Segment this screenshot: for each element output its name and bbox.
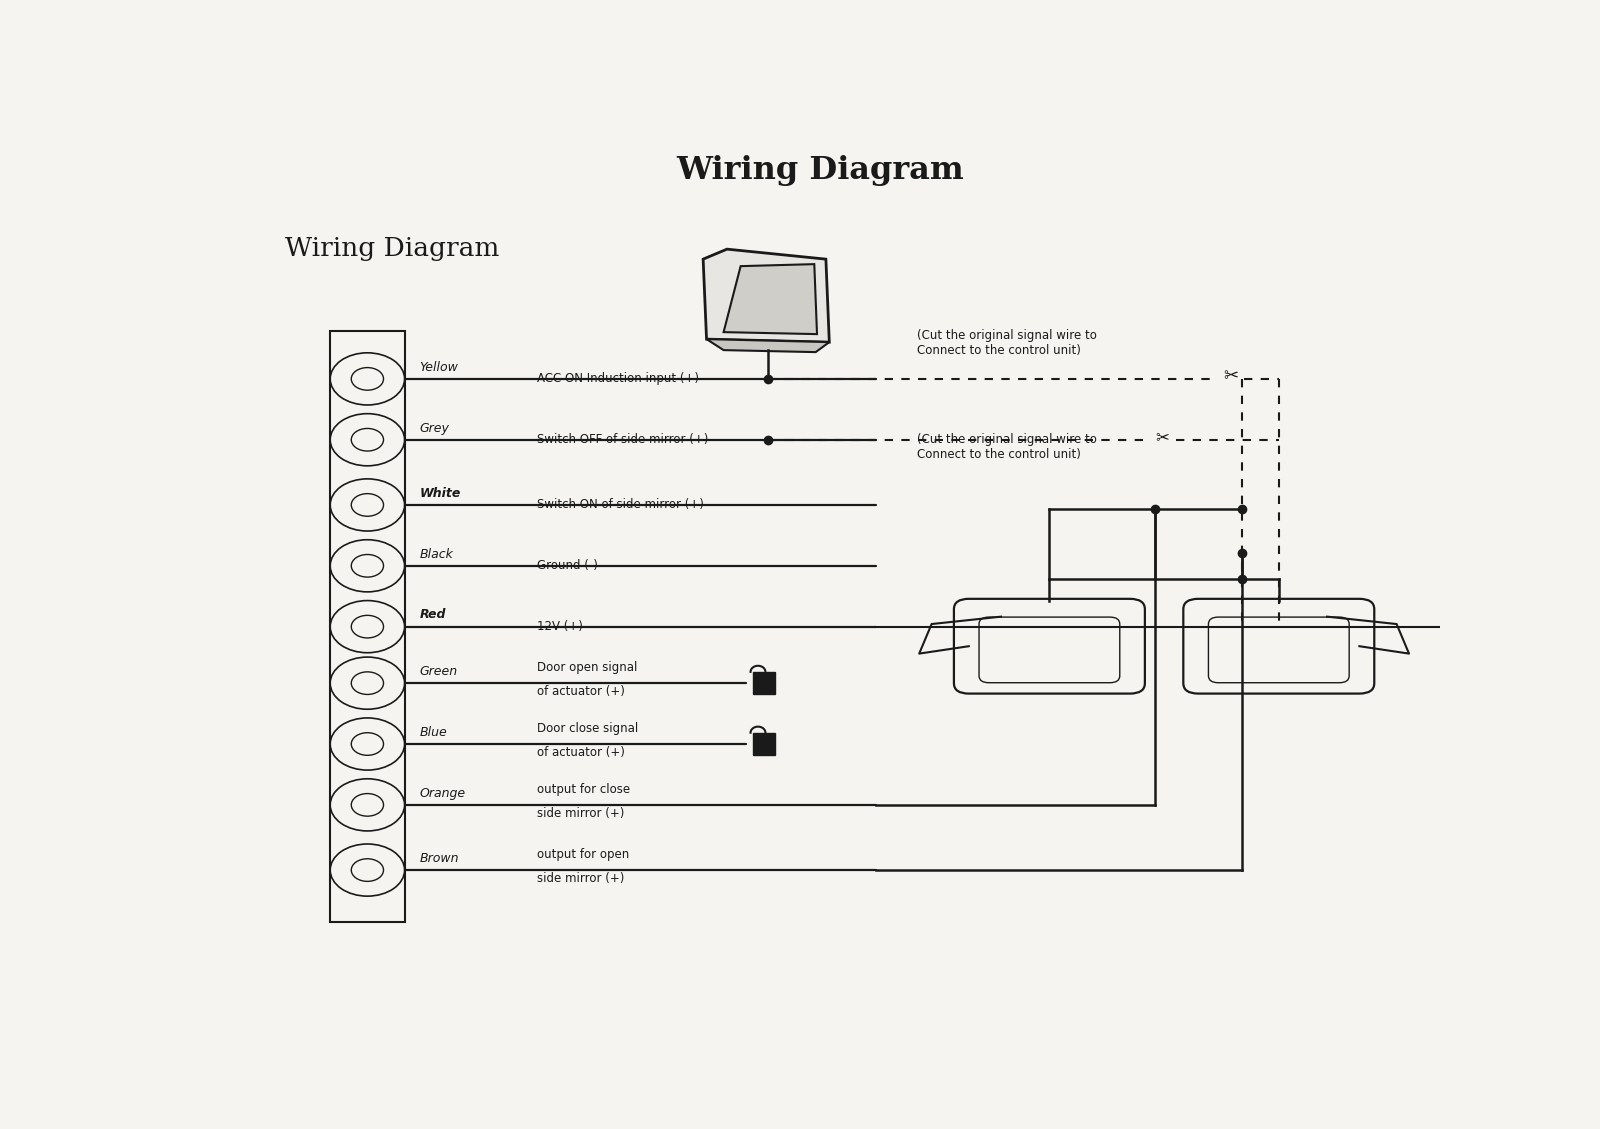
Text: side mirror (+): side mirror (+) xyxy=(538,806,624,820)
Text: Black: Black xyxy=(419,548,453,561)
Text: White: White xyxy=(419,487,461,500)
Text: of actuator (+): of actuator (+) xyxy=(538,685,626,698)
Text: Yellow: Yellow xyxy=(419,360,458,374)
Text: 12V (+): 12V (+) xyxy=(538,620,582,633)
Bar xyxy=(754,733,776,755)
Text: Door close signal: Door close signal xyxy=(538,723,638,735)
Text: Switch ON of side mirror (+): Switch ON of side mirror (+) xyxy=(538,498,704,511)
Text: Grey: Grey xyxy=(419,421,450,435)
Text: Orange: Orange xyxy=(419,787,466,799)
Polygon shape xyxy=(707,339,829,352)
Text: Door open signal: Door open signal xyxy=(538,662,638,674)
Text: ✂: ✂ xyxy=(1222,367,1238,385)
Text: (Cut the original signal wire to
Connect to the control unit): (Cut the original signal wire to Connect… xyxy=(917,330,1096,357)
Text: Ground (-): Ground (-) xyxy=(538,559,598,572)
Text: of actuator (+): of actuator (+) xyxy=(538,746,626,759)
Text: Red: Red xyxy=(419,609,446,621)
Bar xyxy=(330,331,405,922)
Text: side mirror (+): side mirror (+) xyxy=(538,872,624,885)
Text: (Cut the original signal wire to
Connect to the control unit): (Cut the original signal wire to Connect… xyxy=(917,434,1096,462)
Text: Brown: Brown xyxy=(419,852,459,865)
Text: Wiring Diagram: Wiring Diagram xyxy=(677,155,963,186)
Bar xyxy=(754,672,776,694)
Text: output for close: output for close xyxy=(538,784,630,796)
Text: Blue: Blue xyxy=(419,726,448,738)
Polygon shape xyxy=(702,250,829,342)
Text: output for open: output for open xyxy=(538,848,629,861)
Polygon shape xyxy=(723,264,818,334)
Text: Switch OFF of side mirror (+): Switch OFF of side mirror (+) xyxy=(538,434,709,446)
Text: Wiring Diagram: Wiring Diagram xyxy=(285,236,499,261)
Text: ACC ON Induction input (+): ACC ON Induction input (+) xyxy=(538,373,699,385)
Text: Green: Green xyxy=(419,665,458,677)
Text: ✂: ✂ xyxy=(1155,428,1170,446)
